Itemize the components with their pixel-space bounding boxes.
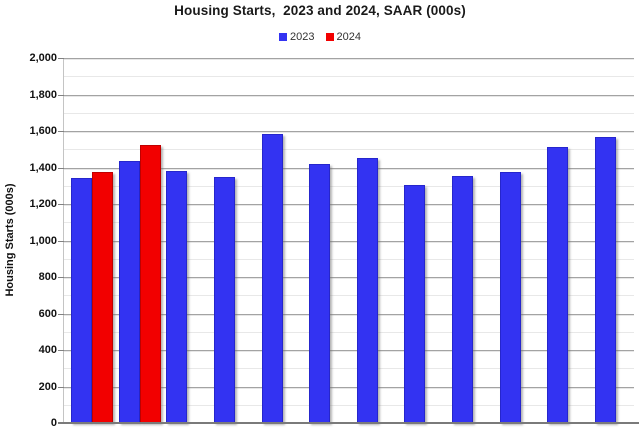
y-tick-label: 1,200	[29, 198, 57, 210]
bar-2023-may	[261, 134, 283, 423]
y-tick-label: 400	[38, 344, 57, 356]
legend-item-2024: 2024	[325, 30, 361, 44]
minor-gridline	[64, 222, 634, 224]
minor-gridline	[64, 112, 634, 114]
y-tick-mark	[58, 167, 64, 169]
bar-2023-aug	[404, 184, 426, 423]
minor-gridline	[64, 368, 634, 370]
chart-title: Housing Starts, 2023 and 2024, SAAR (000…	[174, 3, 466, 18]
y-tick-label: 2,000	[29, 52, 57, 64]
y-tick-mark	[58, 386, 64, 388]
bar-2023-apr	[213, 177, 235, 423]
y-tick-label: 1,800	[29, 88, 57, 101]
minor-gridline	[64, 149, 634, 151]
major-gridline	[64, 386, 634, 388]
bar-2023-jul	[356, 158, 378, 423]
major-gridline	[64, 167, 634, 169]
major-gridline	[64, 350, 634, 351]
y-tick-label: 0	[50, 417, 57, 429]
y-tick-label: 800	[38, 271, 57, 283]
legend: 2023 2024	[0, 30, 640, 44]
y-tick-label: 600	[38, 307, 57, 320]
minor-gridline	[64, 258, 634, 260]
y-tick-label: 1,600	[29, 125, 57, 137]
minor-gridline	[64, 76, 634, 78]
bar-2023-nov	[547, 147, 569, 423]
bar-2023-jun	[309, 164, 331, 423]
minor-gridline	[64, 331, 634, 333]
y-tick-mark	[58, 240, 64, 242]
major-gridline	[64, 277, 634, 278]
y-tick-mark	[58, 94, 64, 96]
bar-2024-feb	[139, 145, 161, 423]
minor-gridline	[64, 295, 634, 297]
bar-2023-oct	[499, 171, 521, 423]
bar-2023-jan	[71, 178, 92, 423]
major-gridline	[64, 204, 634, 205]
plot-area	[58, 58, 639, 424]
y-tick-label: 1,400	[29, 161, 57, 174]
y-tick-mark	[58, 131, 64, 132]
bar-2023-dec	[595, 136, 617, 423]
bar-2023-mar	[166, 171, 188, 423]
y-tick-label: 200	[38, 380, 57, 393]
major-gridline	[64, 94, 634, 96]
y-tick-mark	[58, 204, 64, 205]
major-gridline	[64, 240, 634, 242]
legend-label: 2023	[290, 31, 315, 43]
y-tick-label: 1,000	[29, 234, 57, 247]
y-tick-mark	[58, 277, 64, 278]
y-tick-mark	[58, 350, 64, 351]
legend-swatch-2023	[279, 33, 288, 41]
major-gridline	[64, 58, 634, 59]
bar-2024-jan	[92, 172, 113, 423]
major-gridline	[64, 131, 634, 132]
x-axis-line	[58, 422, 639, 424]
legend-label: 2024	[336, 31, 361, 43]
bar-2023-feb	[118, 160, 140, 423]
minor-gridline	[64, 185, 634, 187]
minor-gridline	[64, 404, 634, 406]
legend-item-2023: 2023	[279, 30, 315, 44]
y-tick-mark	[58, 313, 64, 315]
y-tick-mark	[58, 58, 64, 59]
major-gridline	[64, 313, 634, 315]
legend-swatch-2024	[325, 33, 334, 41]
bar-2023-sep	[452, 175, 474, 423]
